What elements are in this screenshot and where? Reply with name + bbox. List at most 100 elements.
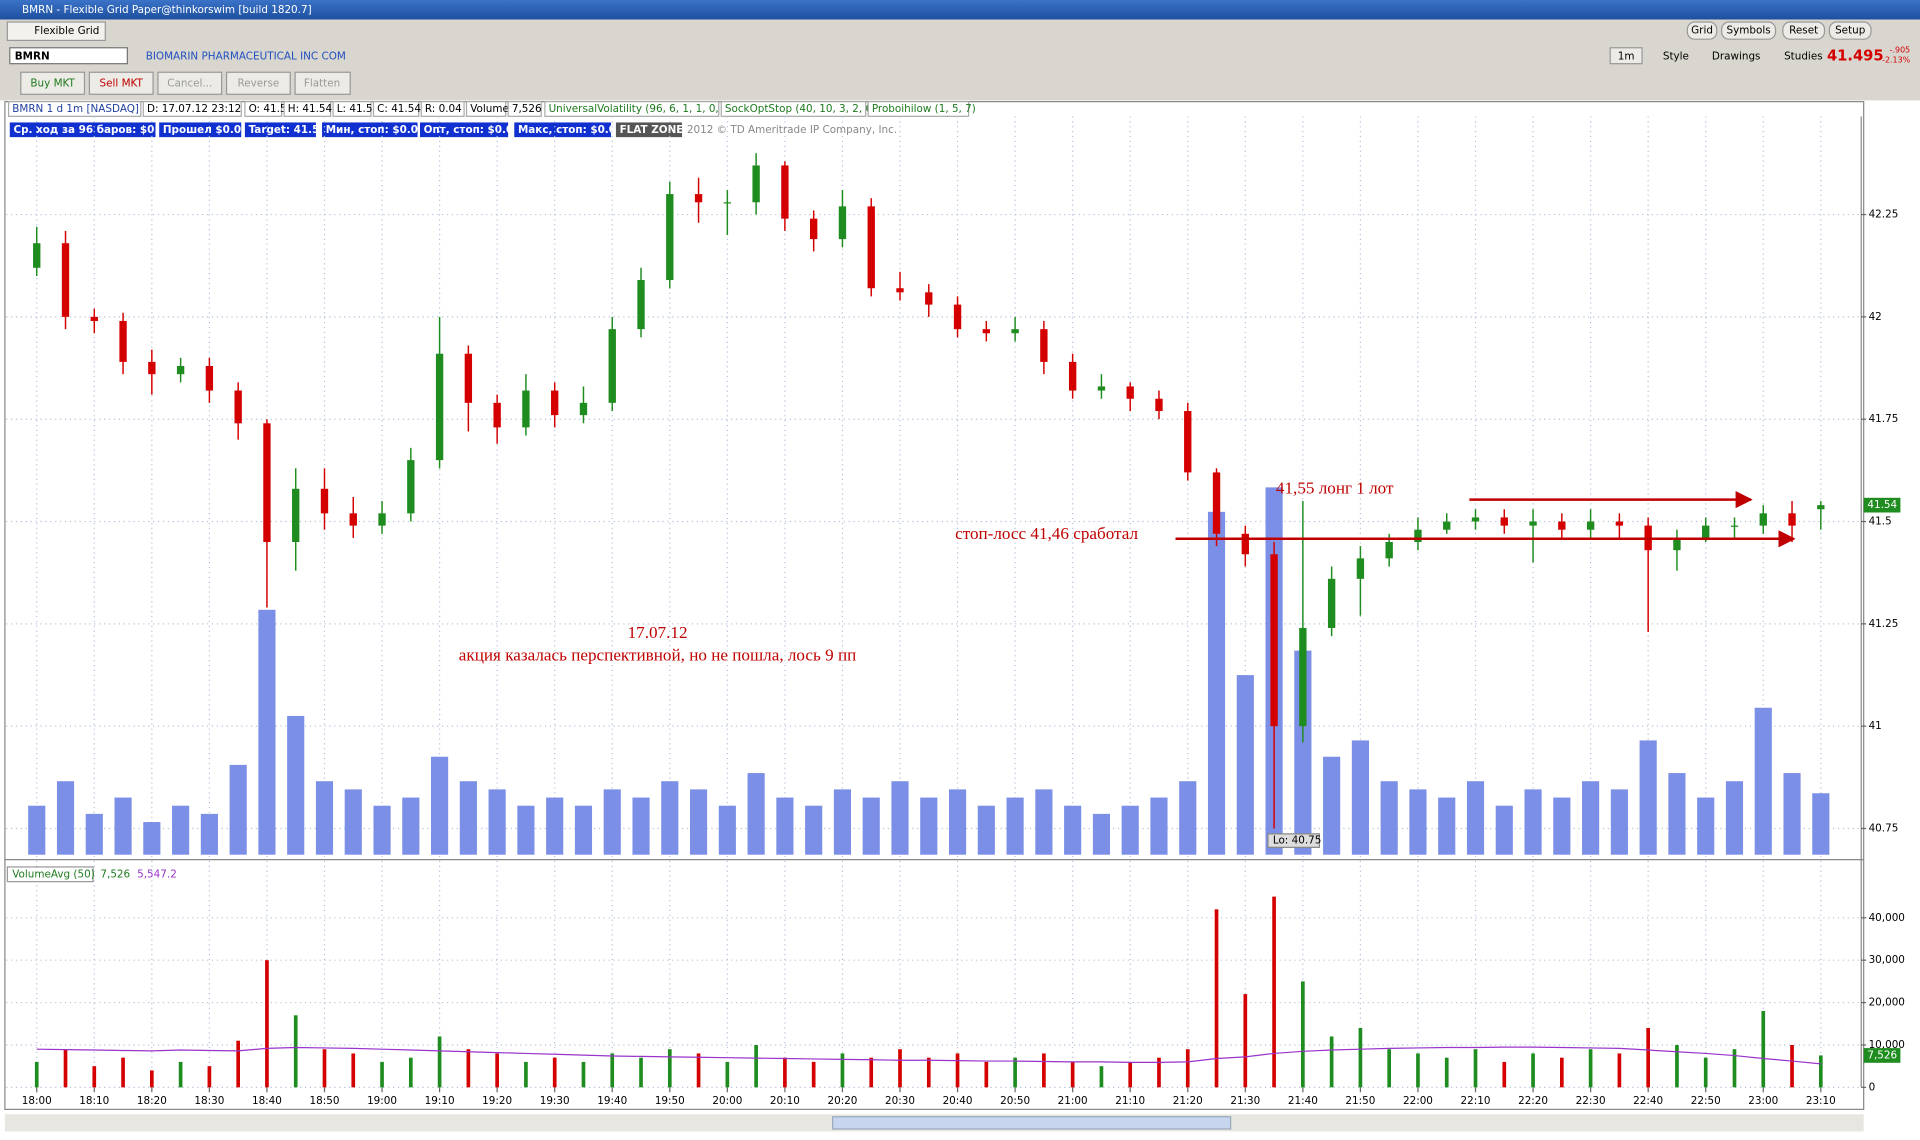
cancel-button[interactable] xyxy=(157,71,223,95)
volume-overlay xyxy=(805,805,823,855)
x-tick-label: 19:30 xyxy=(540,1095,570,1107)
btn-label: Reset xyxy=(1789,25,1818,37)
btn[interactable] xyxy=(1782,21,1826,40)
buy-button[interactable] xyxy=(20,71,86,95)
header-item: 7,526 xyxy=(512,103,542,115)
volume-bar xyxy=(1675,1044,1679,1088)
candle-body xyxy=(1529,521,1537,526)
x-tick-label: 20:40 xyxy=(943,1095,973,1107)
candle-body xyxy=(810,218,818,240)
volume-overlay xyxy=(603,789,621,855)
annotation: 41,55 лонг 1 лот xyxy=(1276,479,1394,498)
btn-label[interactable]: Drawings xyxy=(1712,50,1761,62)
candle-body xyxy=(867,206,875,289)
volume-overlay xyxy=(1697,797,1715,855)
reverse-button[interactable] xyxy=(225,71,291,95)
candle-body xyxy=(723,202,732,204)
volume-bar xyxy=(351,1053,356,1088)
candle-body xyxy=(464,353,473,403)
candle-body xyxy=(1155,398,1163,412)
info-item: Опт, стоп: $0.01 xyxy=(424,124,521,136)
info-box xyxy=(420,122,509,138)
candle-body xyxy=(1730,525,1739,527)
volume-bar xyxy=(869,1057,874,1088)
volume-overlay xyxy=(690,789,708,855)
candle-body xyxy=(752,165,760,203)
candle-body xyxy=(1759,513,1767,526)
x-tick-label: 18:40 xyxy=(252,1095,282,1107)
volume-overlay xyxy=(546,797,564,855)
candle-body xyxy=(1443,521,1451,530)
header-box xyxy=(507,101,542,117)
volume-bar xyxy=(63,1049,68,1088)
candle-body xyxy=(579,402,588,416)
candle-body xyxy=(1615,521,1624,526)
volume-overlay xyxy=(488,789,506,855)
volume-bar xyxy=(581,1061,586,1088)
candle-body xyxy=(320,488,329,514)
volume-overlay xyxy=(977,805,995,855)
header-item: O: 41.53 xyxy=(249,103,294,115)
header-item: D: 17.07.12 23:12 xyxy=(147,103,241,115)
info-item: Ср. ход за 96 баров: $0.05 xyxy=(13,124,172,136)
volume-bar xyxy=(1301,981,1305,1088)
volume-bar xyxy=(1473,1049,1478,1088)
volume-bar xyxy=(408,1057,413,1088)
volume-bar xyxy=(207,1066,212,1088)
header-box xyxy=(867,101,970,117)
x-tick-label: 22:50 xyxy=(1691,1095,1721,1107)
study-value: 7,526 xyxy=(100,868,130,880)
volume-bar xyxy=(783,1057,787,1088)
volume-overlay xyxy=(1064,805,1082,855)
volume-overlay xyxy=(143,822,161,855)
title-bar xyxy=(0,0,1920,20)
volume-overlay xyxy=(1725,781,1744,855)
candle-body xyxy=(1586,521,1595,530)
header-item: UniversalVolatility (96, 6, 1, 1, 0, 1) xyxy=(549,103,733,115)
copyright: 2012 © TD Ameritrade IP Company, Inc. xyxy=(687,124,897,136)
volume-avg-line xyxy=(36,1046,1821,1065)
flatten-button[interactable] xyxy=(294,71,351,95)
candle-body xyxy=(896,288,904,293)
x-tick-label: 20:30 xyxy=(885,1095,915,1107)
btn-label: Symbols xyxy=(1727,25,1771,37)
symbol-input[interactable] xyxy=(9,47,128,65)
header-item: H: 41.54 xyxy=(288,103,333,115)
info-box xyxy=(322,122,418,138)
candle-body xyxy=(493,402,501,428)
volume-overlay xyxy=(1783,773,1801,855)
volume-overlay xyxy=(1553,797,1571,855)
y-tick-label: 40.75 xyxy=(1869,822,1899,834)
btn-label: Grid xyxy=(1691,25,1713,37)
candle-body xyxy=(378,513,386,526)
volume-bar xyxy=(955,1053,960,1088)
volume-overlay xyxy=(718,805,736,855)
btn[interactable] xyxy=(1721,21,1777,40)
x-tick-label: 21:20 xyxy=(1173,1095,1203,1107)
candle-body xyxy=(263,423,271,542)
candle-body xyxy=(1327,578,1336,628)
header-item: R: 0.04 xyxy=(425,103,462,115)
volume-bar xyxy=(1358,1028,1363,1088)
btn[interactable] xyxy=(1609,47,1643,65)
btn[interactable] xyxy=(1686,21,1718,40)
study-name: VolumeAvg (50) xyxy=(12,868,95,880)
volume-bar xyxy=(926,1057,931,1088)
candle-body xyxy=(148,361,156,375)
chart-header: BMRN 1 d 1m [NASDAQ] D: 17.07.12 23:12 O: … xyxy=(7,101,976,138)
y-tick-label: 42.25 xyxy=(1869,209,1899,221)
x-tick-label: 21:50 xyxy=(1345,1095,1375,1107)
volume-overlay xyxy=(776,797,794,855)
sell-button[interactable] xyxy=(88,71,154,95)
btn[interactable] xyxy=(1828,21,1872,40)
volume-bar xyxy=(1185,1049,1190,1088)
y-tick-label: 41.25 xyxy=(1869,618,1899,630)
btn-label[interactable]: Studies xyxy=(1784,50,1823,62)
x-tick-label: 19:40 xyxy=(597,1095,627,1107)
scroll-thumb[interactable] xyxy=(832,1116,1232,1130)
volume-overlay xyxy=(1582,781,1600,855)
volume-overlay xyxy=(431,756,449,855)
volume-bar xyxy=(1416,1053,1420,1088)
tab[interactable] xyxy=(6,21,106,42)
btn-label[interactable]: Style xyxy=(1663,50,1689,62)
